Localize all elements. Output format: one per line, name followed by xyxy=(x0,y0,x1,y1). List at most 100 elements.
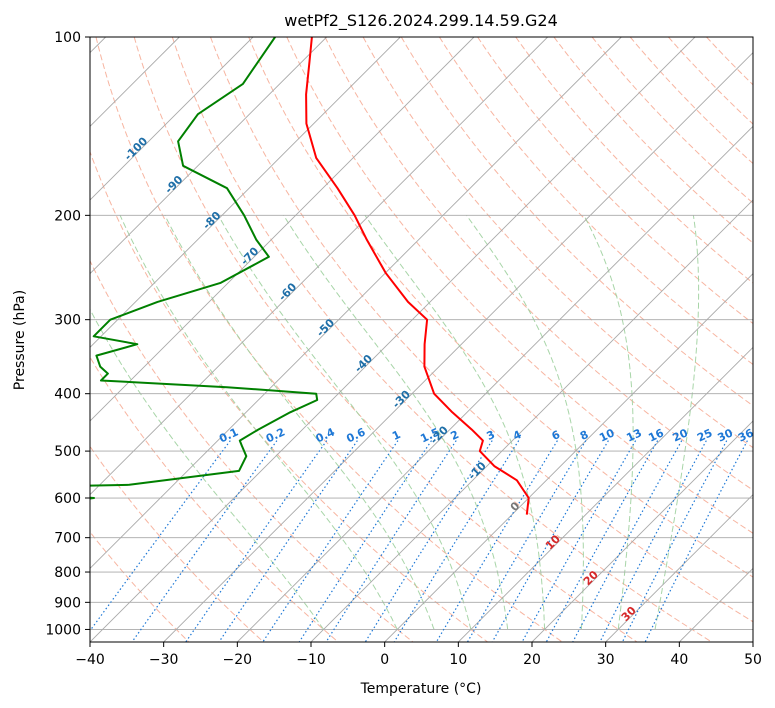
mixing-ratio-label: 6 xyxy=(550,428,563,443)
moist-adiabat xyxy=(654,215,700,630)
isotherm-line xyxy=(531,420,753,642)
line-labels: 0.1 0.2 0.4 0.6 1 1.5 2 3 4 6 8 10 13 16 20 25 30 36-100-… xyxy=(122,134,756,659)
mixing-ratio-label: 16 xyxy=(646,426,666,444)
mixing-ratio-line xyxy=(131,440,278,642)
x-tick-label: −10 xyxy=(296,652,326,668)
isotherm-label: -60 xyxy=(276,280,299,303)
y-tick-label: 600 xyxy=(54,491,81,507)
mixing-ratio-line xyxy=(298,440,432,642)
mixing-ratio-line xyxy=(521,440,637,642)
isotherm-line xyxy=(90,37,475,422)
isotherm-line xyxy=(90,37,254,201)
dry-adiabat xyxy=(95,37,563,642)
mixing-ratio-line xyxy=(325,440,457,642)
mixing-ratio-label: 25 xyxy=(695,426,714,444)
sounding-series xyxy=(90,37,530,515)
x-tick-label: 30 xyxy=(597,652,615,668)
y-tick-label: 900 xyxy=(54,595,81,611)
isotherm-label: -80 xyxy=(200,209,223,232)
mixing-ratio-line xyxy=(185,440,328,642)
isotherm-line xyxy=(90,37,696,642)
mixing-ratio-label: 13 xyxy=(624,426,643,444)
mixing-ratio-line xyxy=(435,440,558,642)
dry-adiabat xyxy=(629,37,753,165)
mixing-ratio-label: 0.1 xyxy=(217,425,240,445)
mixing-ratio-line xyxy=(621,440,728,642)
x-tick-label: −30 xyxy=(149,652,179,668)
mixing-ratio-label: 20 xyxy=(671,426,691,444)
mixing-ratio-line xyxy=(644,440,748,642)
isotherm-line xyxy=(679,567,753,642)
moist-adiabat xyxy=(364,215,546,630)
mixing-ratio-label: 3 xyxy=(485,428,497,443)
isotherm-line xyxy=(163,52,753,642)
y-tick-label: 500 xyxy=(54,444,81,460)
mixing-ratio-line xyxy=(90,440,231,632)
mixing-ratio-label: 10 xyxy=(597,426,617,444)
dry-adiabat xyxy=(90,531,190,642)
y-tick-label: 400 xyxy=(54,387,81,403)
dry-adiabat xyxy=(90,150,488,642)
moist-adiabat xyxy=(164,215,435,630)
mixing-ratio-label: 36 xyxy=(736,426,756,444)
dry-adiabat xyxy=(90,356,339,642)
dry-adiabat xyxy=(668,37,753,125)
y-tick-label: 700 xyxy=(54,531,81,547)
axes: −40 −30 −20 −10 0 10 20 30 40 5010020030040050060… xyxy=(45,30,762,668)
mixing-ratio-line xyxy=(466,440,587,642)
dry-adiabat xyxy=(248,37,753,578)
mixing-ratio-label: 0.4 xyxy=(314,425,337,445)
x-tick-label: −20 xyxy=(223,652,253,668)
isotherm-label: 30 xyxy=(619,604,639,624)
mixing-ratio-line xyxy=(545,440,659,642)
isotherm-line xyxy=(384,273,753,642)
dry-adiabat xyxy=(400,37,753,407)
isotherm-line xyxy=(90,37,401,348)
x-axis-label: Temperature (°C) xyxy=(360,681,482,697)
isotherm-line xyxy=(237,125,753,642)
dry-adiabat xyxy=(438,37,753,366)
x-tick-label: −40 xyxy=(75,652,105,668)
isotherm-label: 10 xyxy=(543,532,563,552)
y-tick-label: 100 xyxy=(54,30,81,46)
background-lines xyxy=(90,37,753,642)
y-tick-label: 200 xyxy=(54,208,81,224)
isotherm-line xyxy=(90,37,548,496)
plot-frame xyxy=(89,36,754,643)
mixing-ratio-label: 0.2 xyxy=(264,425,287,445)
y-tick-label: 300 xyxy=(54,313,81,329)
mixing-ratio-label: 30 xyxy=(716,426,736,444)
isotherm-line xyxy=(605,494,753,642)
isotherm-line xyxy=(90,37,622,569)
isotherm-line xyxy=(752,641,753,642)
x-tick-label: 0 xyxy=(380,652,389,668)
moist-adiabat xyxy=(119,215,398,630)
moist-adiabat xyxy=(217,215,472,630)
dry-adiabat xyxy=(171,37,712,642)
mixing-ratio-line xyxy=(491,440,609,642)
temperature-profile xyxy=(305,37,530,515)
isotherm-label: -70 xyxy=(238,244,261,267)
dewpoint-profile xyxy=(90,37,319,500)
dry-adiabat xyxy=(553,37,753,244)
dry-adiabat xyxy=(90,259,414,642)
x-tick-label: 50 xyxy=(744,652,762,668)
chart-title: wetPf2_S126.2024.299.14.59.G24 xyxy=(284,11,558,31)
mixing-ratio-label: 2 xyxy=(448,428,460,443)
dry-adiabat xyxy=(515,37,753,284)
y-tick-label: 1000 xyxy=(45,622,81,638)
dry-adiabat xyxy=(706,37,753,86)
dry-adiabat xyxy=(133,37,638,642)
isotherm-label: -90 xyxy=(162,173,185,196)
isotherm-label: 40 xyxy=(657,639,677,659)
mixing-ratio-label: 8 xyxy=(578,428,590,443)
y-axis-label: Pressure (hPa) xyxy=(12,290,28,390)
isotherm-line xyxy=(90,37,327,275)
moist-adiabat xyxy=(583,215,634,630)
isotherm-line xyxy=(310,199,753,642)
mixing-ratio-line xyxy=(262,440,399,642)
mixing-ratio-label: 0.6 xyxy=(344,425,367,445)
isotherm-label: -40 xyxy=(352,352,375,375)
